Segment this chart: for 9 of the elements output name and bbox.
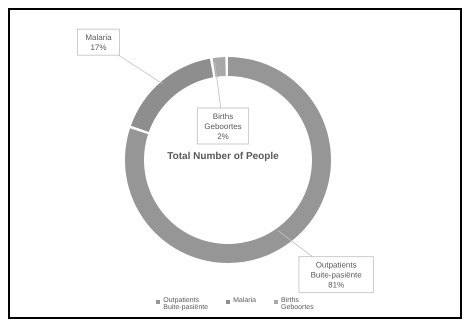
text: Total Number of People (167, 151, 280, 162)
slice-label: Malaria (85, 33, 112, 42)
donut-slice (212, 57, 226, 77)
slice-label: Births Geboortes (204, 112, 242, 131)
data-label: 17% (90, 43, 106, 52)
data-label: 2% (217, 132, 229, 141)
donut-slice (125, 57, 331, 263)
slice-label: Outpatients Buite-pasiënte (310, 260, 362, 280)
data-label: 81% (328, 280, 344, 290)
